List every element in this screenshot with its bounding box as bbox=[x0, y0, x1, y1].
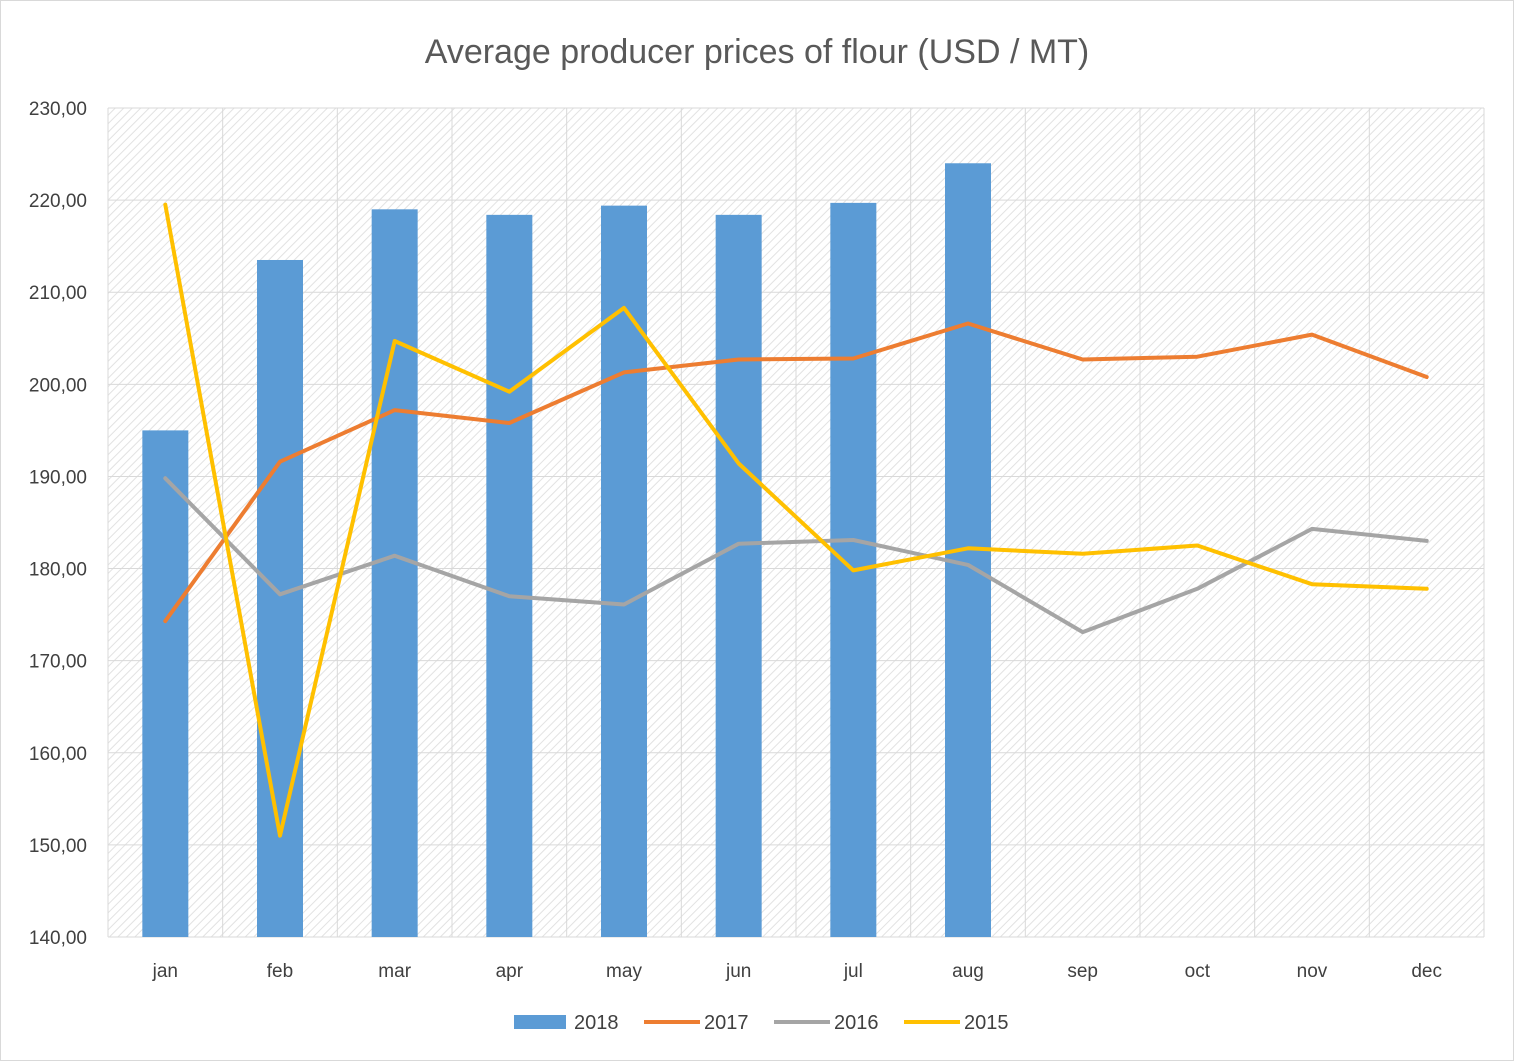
y-tick-label: 230,00 bbox=[29, 99, 87, 120]
line-2016 bbox=[163, 476, 1429, 635]
legend-item-2015: 2015 bbox=[904, 1012, 1009, 1034]
legend-label: 2018 bbox=[574, 1012, 619, 1034]
y-tick-label: 180,00 bbox=[29, 560, 87, 581]
x-tick-label: nov bbox=[1297, 961, 1328, 982]
y-tick-label: 140,00 bbox=[29, 928, 87, 949]
bar-2018-feb bbox=[257, 259, 303, 937]
y-tick-label: 210,00 bbox=[29, 283, 87, 304]
x-tick-label: oct bbox=[1185, 961, 1211, 982]
legend-swatch bbox=[514, 1015, 566, 1029]
x-tick-label: feb bbox=[267, 961, 293, 982]
y-axis: 140,00 150,00 160,00 170,00 180,00 190,00 200,… bbox=[29, 99, 87, 949]
legend-label: 2017 bbox=[704, 1012, 749, 1034]
gridlines bbox=[107, 107, 1485, 938]
y-tick-label: 220,00 bbox=[29, 191, 87, 212]
y-tick-label: 160,00 bbox=[29, 744, 87, 765]
line-series bbox=[163, 202, 1429, 838]
bar-2018-jan bbox=[142, 430, 189, 937]
legend-label: 2016 bbox=[834, 1012, 879, 1034]
y-tick-label: 190,00 bbox=[29, 467, 87, 488]
bar-2018-apr bbox=[486, 214, 533, 938]
line-2015 bbox=[163, 202, 1429, 838]
x-tick-label: jul bbox=[843, 961, 863, 982]
x-tick-label: mar bbox=[378, 961, 411, 982]
x-tick-label: dec bbox=[1411, 961, 1442, 982]
bar-series bbox=[142, 163, 991, 938]
y-tick-label: 170,00 bbox=[29, 652, 87, 673]
legend: 2018 2017 2016 2015 bbox=[514, 1012, 1009, 1034]
x-tick-label: jun bbox=[725, 961, 751, 982]
bar-2018-jun bbox=[715, 214, 762, 938]
x-tick-label: jan bbox=[152, 961, 178, 982]
x-tick-label: aug bbox=[952, 961, 984, 982]
x-tick-label: sep bbox=[1067, 961, 1098, 982]
x-tick-label: apr bbox=[496, 961, 524, 982]
x-axis: jan feb mar apr may jun jul aug sep oct nov dec bbox=[152, 961, 1442, 982]
legend-item-2018: 2018 bbox=[514, 1012, 619, 1034]
legend-item-2017: 2017 bbox=[644, 1012, 749, 1034]
y-tick-label: 200,00 bbox=[29, 375, 87, 396]
chart-title: Average producer prices of flour (USD / … bbox=[425, 33, 1090, 71]
bar-2018-may bbox=[601, 205, 647, 938]
legend-item-2016: 2016 bbox=[774, 1012, 879, 1034]
legend-label: 2015 bbox=[964, 1012, 1009, 1034]
x-tick-label: may bbox=[606, 961, 642, 982]
y-tick-label: 150,00 bbox=[29, 836, 87, 857]
bar-2018-mar bbox=[371, 209, 418, 938]
